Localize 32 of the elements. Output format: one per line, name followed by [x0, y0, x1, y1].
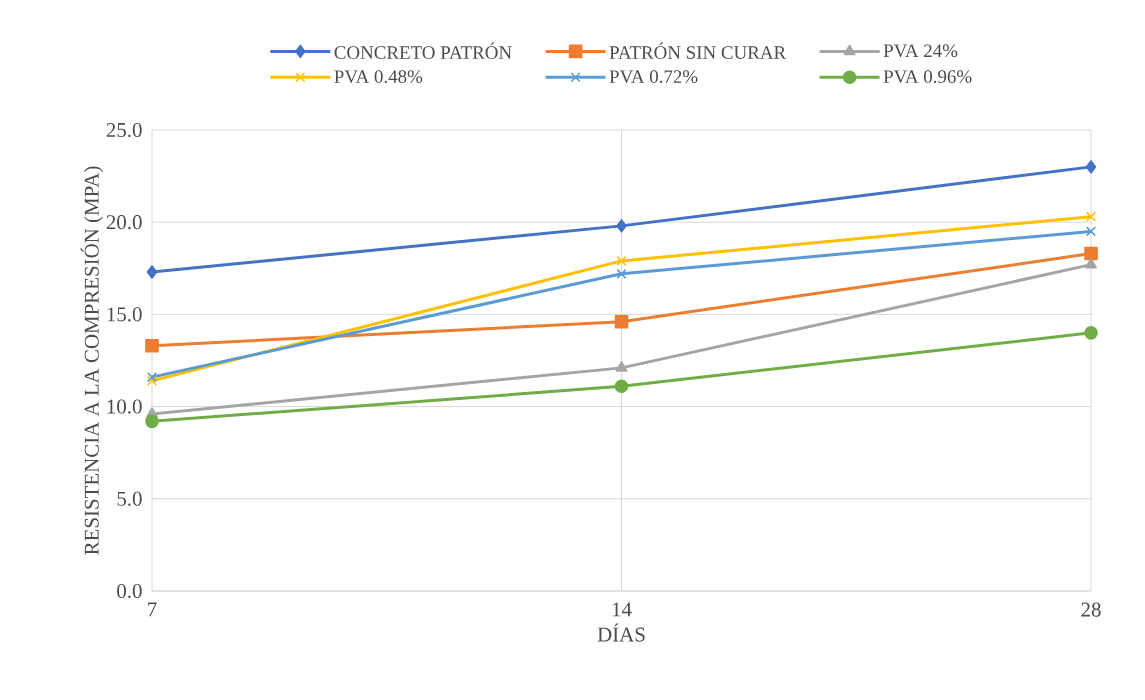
y-tick-label: 10.0 — [107, 399, 142, 414]
point — [1084, 326, 1098, 340]
x-axis-title: DÍAS — [597, 623, 645, 642]
y-tick-label: 25.0 — [106, 122, 142, 138]
legend-label: CONCRETO PATRÓN — [334, 42, 512, 59]
point — [614, 314, 629, 329]
legend-label: PVA 24% — [883, 44, 958, 58]
x-tick-label: 28 — [1081, 602, 1101, 617]
y-tick-label: 20.0 — [106, 215, 142, 230]
point — [146, 265, 158, 279]
point — [614, 379, 629, 394]
point — [616, 268, 627, 279]
legend-label: PVA 0.48% — [334, 70, 423, 84]
point — [1084, 246, 1098, 261]
y-tick-label: 5.0 — [117, 491, 142, 506]
point — [1085, 257, 1098, 269]
point — [615, 361, 628, 372]
point — [616, 255, 627, 266]
y-tick-label: 0.0 — [117, 583, 142, 599]
y-axis-title: RESISTENCIA A LA COMPRESIÓN (MPA) — [80, 166, 104, 555]
point — [145, 414, 159, 429]
point — [145, 338, 159, 353]
x-tick-label: 7 — [148, 602, 157, 617]
point — [1085, 226, 1097, 237]
x-tick-label: 14 — [612, 602, 632, 617]
legend-label: PATRÓN SIN CURAR — [609, 42, 787, 59]
legend-label: PVA 0.72% — [609, 70, 698, 84]
point — [1085, 160, 1097, 174]
y-tick-label: 15.0 — [107, 307, 142, 322]
point — [1085, 211, 1097, 222]
point — [616, 219, 627, 233]
legend-label: PVA 0.96% — [883, 70, 972, 84]
